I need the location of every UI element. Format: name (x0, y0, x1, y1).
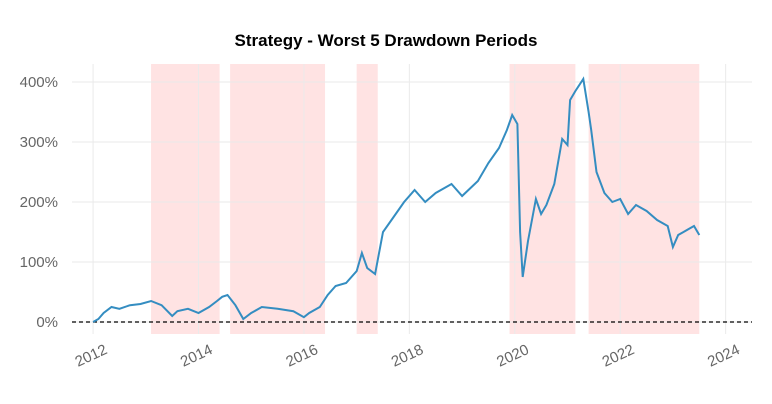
drawdown-period-4 (509, 64, 576, 334)
drawdown-period-3 (356, 64, 378, 334)
x-axis-ticks: 2012 2014 2016 2018 2020 2022 2024 (72, 341, 742, 371)
y-axis-ticks: 0% 100% 200% 300% 400% (20, 74, 58, 331)
x-tick-label: 2020 (494, 341, 531, 371)
x-tick-label: 2014 (178, 341, 215, 371)
drawdown-period-5 (588, 64, 700, 334)
strategy-line (92, 76, 701, 323)
x-tick-label: 2016 (283, 341, 320, 371)
y-tick-label: 400% (20, 74, 58, 91)
y-tick-label: 0% (36, 314, 58, 331)
y-tick-label: 200% (20, 194, 58, 211)
chart-title: Strategy - Worst 5 Drawdown Periods (235, 31, 538, 50)
x-tick-label: 2018 (389, 341, 426, 371)
y-tick-label: 100% (20, 254, 58, 271)
x-tick-label: 2012 (72, 341, 109, 371)
x-tick-label: 2024 (705, 341, 742, 371)
x-tick-label: 2022 (600, 341, 637, 371)
drawdown-shades (151, 64, 700, 334)
y-tick-label: 300% (20, 134, 58, 151)
drawdown-period-2 (230, 64, 326, 334)
drawdown-period-1 (151, 64, 220, 334)
